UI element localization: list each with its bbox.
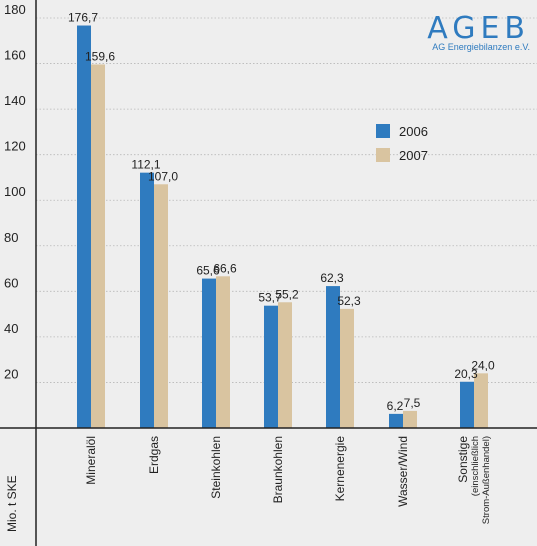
bar [389, 413, 403, 428]
y-tick-label: 60 [4, 275, 18, 290]
x-tick-label: (einschließlich [470, 436, 481, 496]
data-labels: 176,7 112,1 65,6 53,7 62,3 6,2 20,3 159,6 107,0 6… [68, 11, 495, 413]
bar [264, 305, 278, 428]
data-label: 52,3 [337, 294, 361, 308]
legend: 2006 2007 [376, 124, 428, 163]
y-tick-label: 20 [4, 366, 18, 381]
y-tick-label: 140 [4, 93, 26, 108]
legend-swatch [376, 124, 390, 138]
data-label: 176,7 [68, 11, 98, 25]
x-tick-label: Kernenergie [333, 436, 347, 502]
logo-subtitle: AG Energiebilanzen e.V. [432, 42, 530, 52]
data-label: 24,0 [471, 358, 495, 372]
x-tick-label: Mineralöl [84, 436, 98, 485]
x-tick-label: Braunkohlen [271, 436, 285, 503]
bar [202, 278, 216, 428]
x-tick-label: Sonstige [456, 436, 470, 483]
y-tick-label: 40 [4, 321, 18, 336]
x-tick-label: Wasser/Wind [396, 436, 410, 507]
bar [460, 381, 474, 428]
y-tick-label: 180 [4, 2, 26, 17]
data-label: 7,5 [404, 396, 421, 410]
bar [216, 276, 230, 428]
bar [340, 308, 354, 428]
bar [154, 184, 168, 428]
x-tick-label: Erdgas [147, 436, 161, 474]
logo-title: AGEB [427, 11, 530, 46]
bar [403, 410, 417, 428]
y-tick-label: 120 [4, 139, 26, 154]
y-tick-label: 80 [4, 230, 18, 245]
bar [474, 373, 488, 428]
y-tick-label: 160 [4, 48, 26, 63]
bar [140, 172, 154, 428]
gridlines [36, 17, 537, 383]
bar [91, 64, 105, 428]
data-label: 53,7 [258, 291, 282, 305]
data-label: 65,6 [196, 264, 220, 278]
data-label: 20,3 [454, 367, 478, 381]
x-tick-label: Steinkohlen [209, 436, 223, 499]
bar [278, 302, 292, 428]
bar [77, 25, 91, 429]
legend-swatch [376, 148, 390, 162]
bars [77, 25, 488, 429]
data-label: 66,6 [213, 261, 237, 275]
data-label: 6,2 [387, 399, 404, 413]
y-tick-label: 100 [4, 184, 26, 199]
y-axis-label: Mio. t SKE [5, 475, 19, 532]
data-label: 112,1 [131, 158, 160, 172]
bar [326, 286, 340, 428]
x-tick-label: Strom-Außenhandel) [481, 436, 492, 524]
legend-label: 2007 [399, 148, 428, 163]
legend-label: 2006 [399, 124, 428, 139]
data-label: 159,6 [85, 49, 115, 63]
data-label: 62,3 [320, 271, 344, 285]
data-label: 55,2 [275, 287, 299, 301]
data-label: 107,0 [148, 169, 178, 183]
